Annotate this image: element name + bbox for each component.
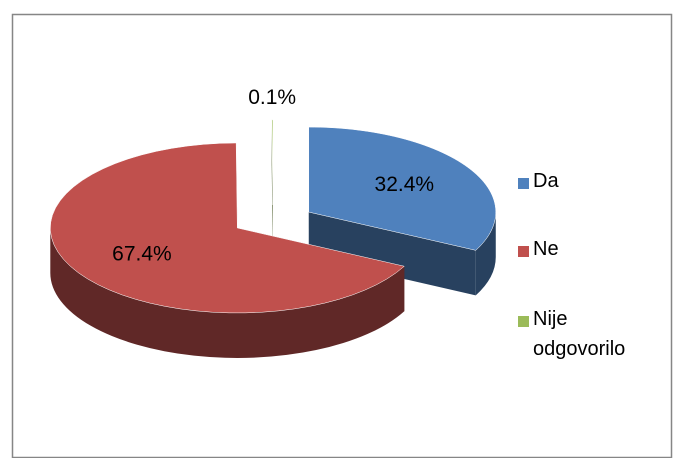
legend-swatch bbox=[518, 246, 529, 257]
slice-top bbox=[50, 142, 405, 314]
legend-swatch bbox=[518, 316, 529, 327]
data-label: 67.4% bbox=[112, 242, 172, 265]
slice-side bbox=[308, 212, 476, 296]
legend-label: Ne bbox=[533, 238, 559, 260]
data-label: 32.4% bbox=[375, 173, 435, 196]
data-label: 0.1% bbox=[248, 86, 296, 109]
legend-item: Ne bbox=[518, 238, 653, 264]
legend-item: Da bbox=[518, 170, 653, 196]
legend-label: Nije odgovorilo bbox=[533, 308, 626, 360]
slice-top bbox=[308, 126, 496, 251]
slice bbox=[50, 142, 405, 358]
legend-swatch bbox=[518, 178, 529, 189]
slice bbox=[271, 119, 274, 250]
legend-label: Da bbox=[533, 170, 559, 192]
slice-rim bbox=[50, 227, 405, 358]
slice-top bbox=[271, 119, 274, 205]
slice-rim bbox=[475, 212, 496, 296]
legend-item: Nije odgovorilo bbox=[518, 308, 653, 364]
slice bbox=[308, 126, 496, 296]
